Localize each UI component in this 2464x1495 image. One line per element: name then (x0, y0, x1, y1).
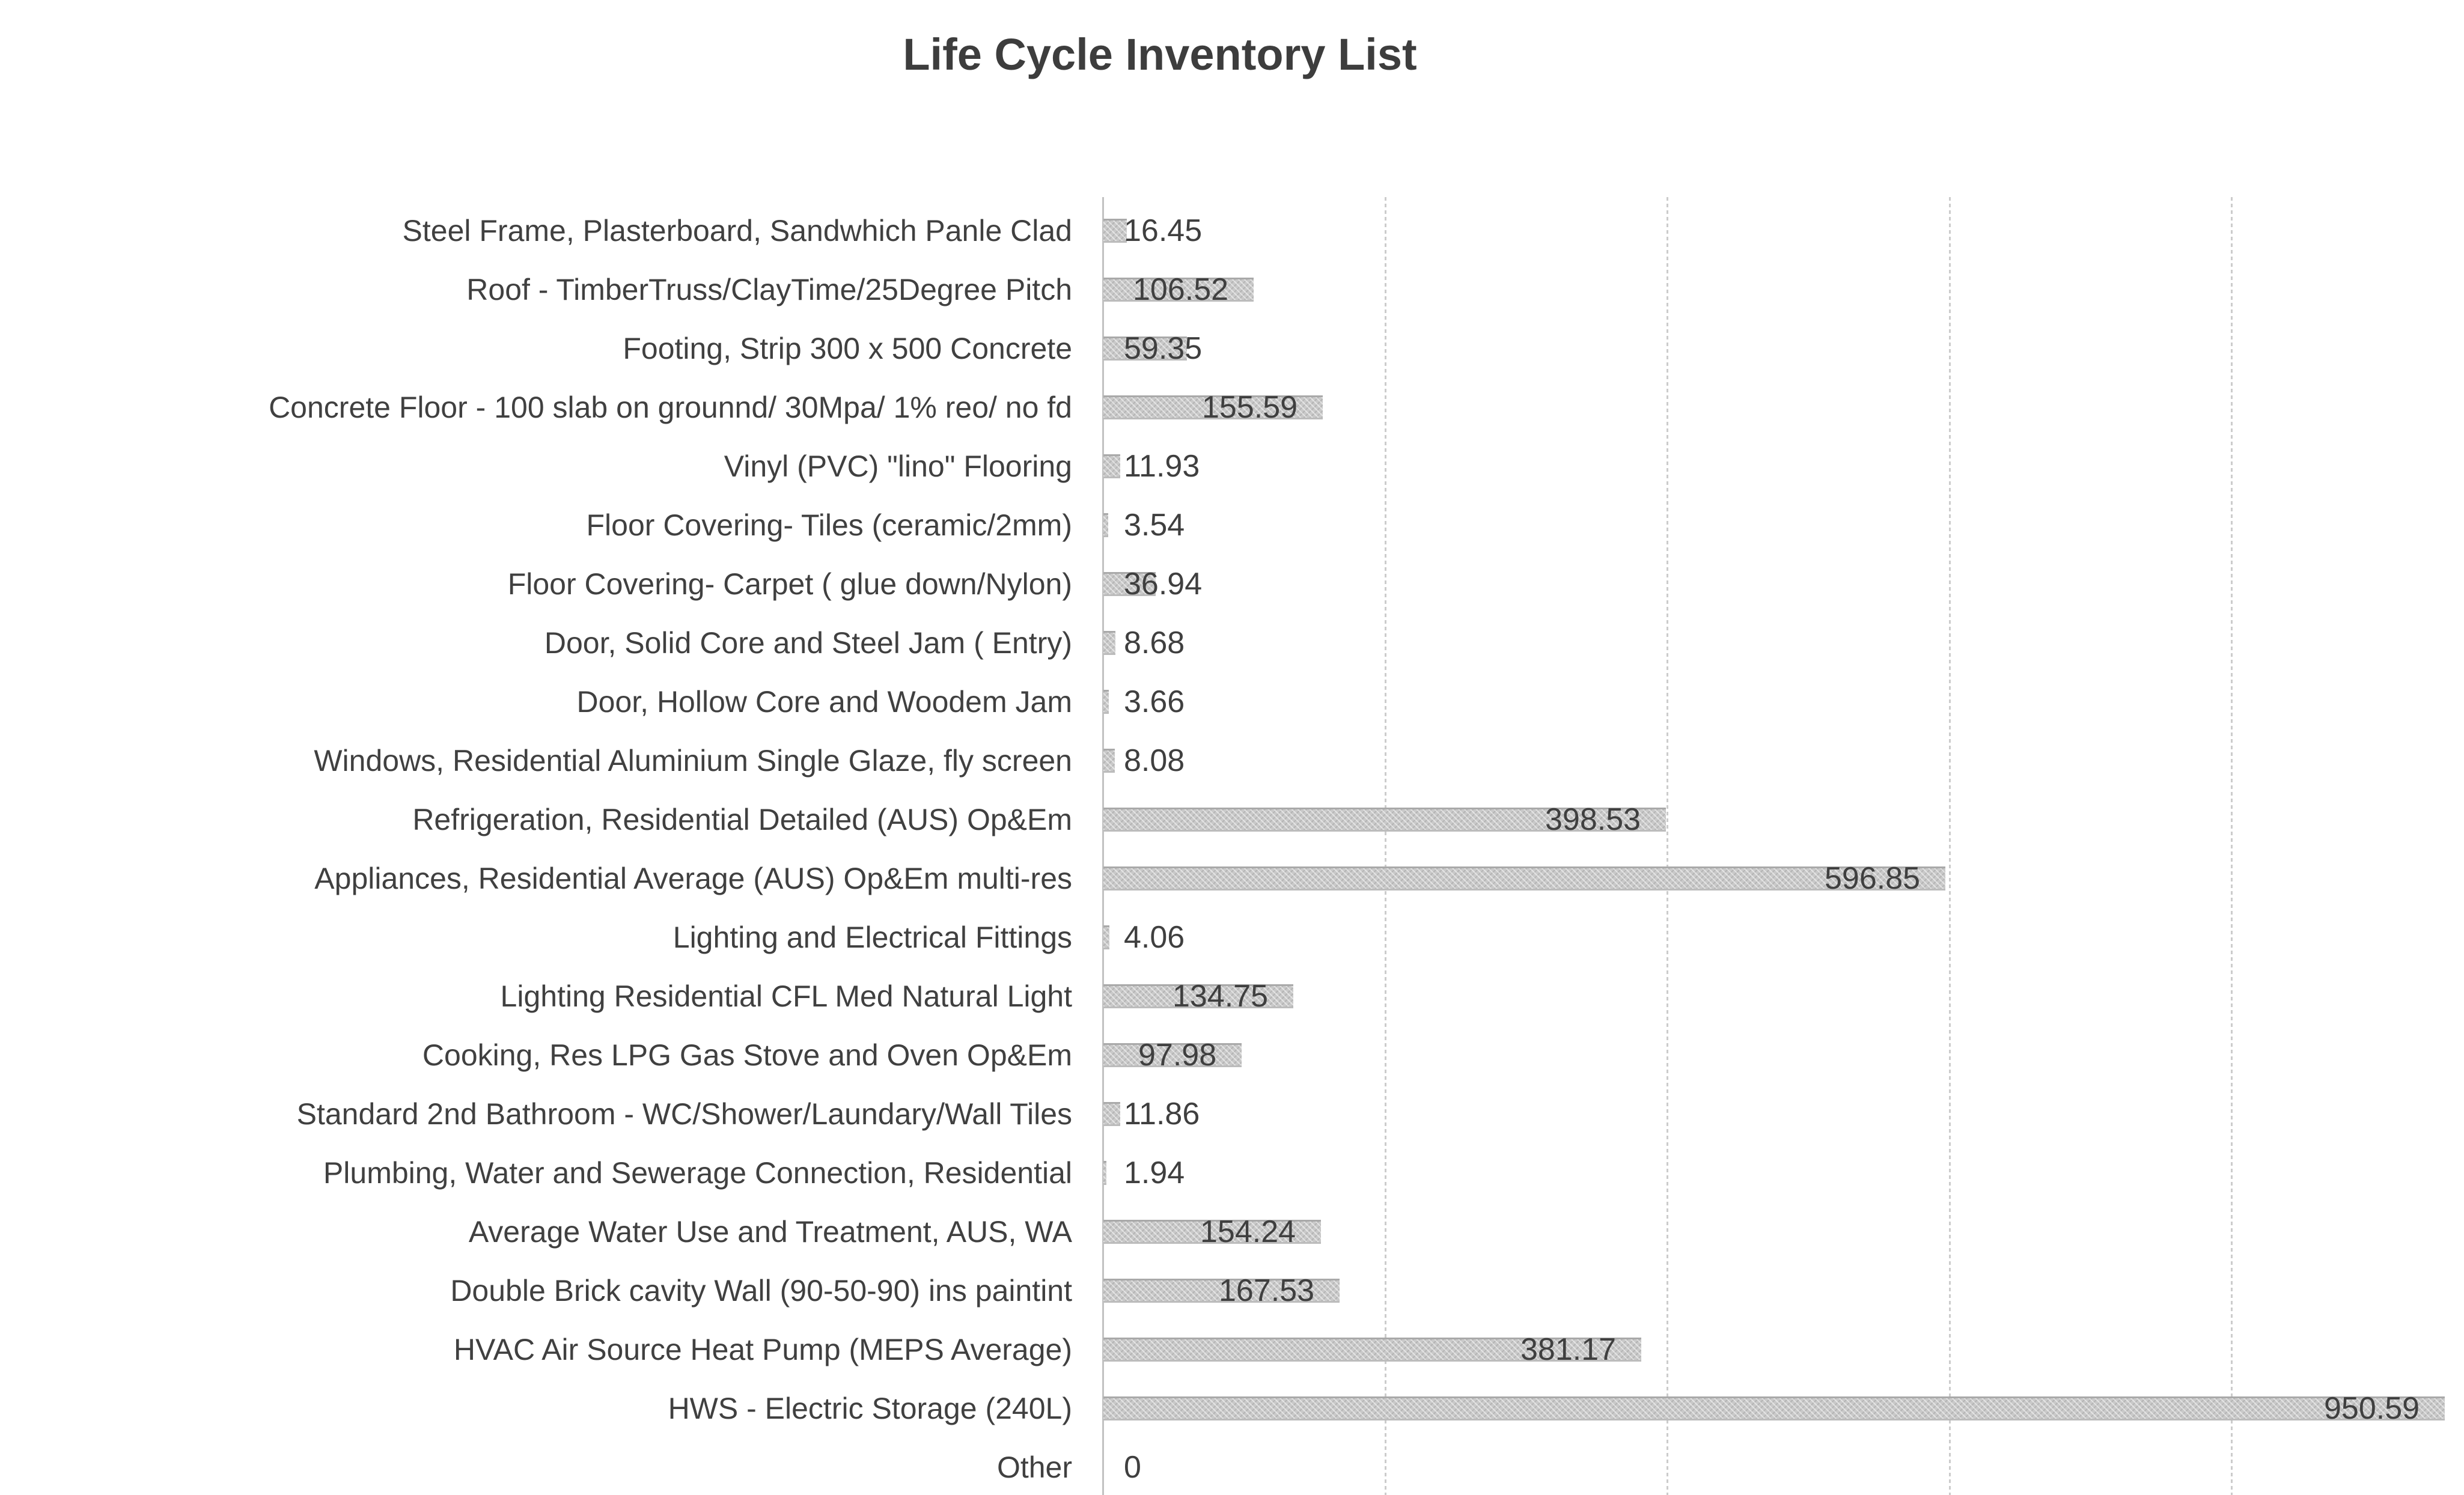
gridline (1667, 197, 1669, 1495)
bar (1103, 1396, 2445, 1420)
category-label: Floor Covering- Carpet ( glue down/Nylon… (507, 567, 1072, 601)
category-label: Windows, Residential Aluminium Single Gl… (314, 744, 1072, 778)
category-label: Cooking, Res LPG Gas Stove and Oven Op&E… (422, 1038, 1072, 1072)
bar (1103, 572, 1156, 596)
category-label: Lighting Residential CFL Med Natural Lig… (500, 979, 1072, 1013)
value-label: 3.66 (1124, 684, 1185, 719)
value-label: 4.06 (1124, 920, 1185, 955)
value-label: 11.86 (1124, 1097, 1200, 1131)
category-axis-line (1102, 197, 1104, 1495)
bar (1103, 749, 1115, 773)
bar (1103, 1102, 1120, 1126)
value-label: 398.53 (1545, 802, 1641, 837)
value-label: 1.94 (1124, 1156, 1185, 1190)
category-label: Appliances, Residential Average (AUS) Op… (314, 862, 1072, 895)
chart-title: Life Cycle Inventory List (903, 29, 1417, 79)
value-label: 97.98 (1138, 1038, 1217, 1073)
category-label: Standard 2nd Bathroom - WC/Shower/Launda… (296, 1097, 1072, 1131)
category-label: Lighting and Electrical Fittings (672, 921, 1072, 954)
category-label: HWS - Electric Storage (240L) (668, 1392, 1072, 1425)
value-label: 950.59 (2324, 1391, 2420, 1426)
category-label: HVAC Air Source Heat Pump (MEPS Average) (453, 1333, 1072, 1366)
bar (1103, 631, 1115, 655)
category-label: Plumbing, Water and Sewerage Connection,… (323, 1156, 1072, 1190)
category-label: Footing, Strip 300 x 500 Concrete (623, 332, 1072, 365)
category-label: Door, Hollow Core and Woodem Jam (576, 685, 1072, 719)
value-label: 36.94 (1124, 567, 1203, 601)
category-label: Double Brick cavity Wall (90-50-90) ins … (450, 1274, 1072, 1308)
value-label: 16.45 (1124, 213, 1203, 248)
category-label: Other (996, 1451, 1072, 1484)
category-label: Roof - TimberTruss/ClayTime/25Degree Pit… (466, 273, 1072, 306)
bar (1103, 1161, 1106, 1185)
gridline (2231, 197, 2233, 1495)
value-label: 11.93 (1124, 449, 1200, 484)
value-label: 154.24 (1200, 1214, 1296, 1249)
bar (1103, 278, 1254, 302)
value-label: 134.75 (1173, 979, 1269, 1014)
category-label: Floor Covering- Tiles (ceramic/2mm) (586, 508, 1072, 542)
value-label: 106.52 (1133, 272, 1229, 307)
gridline (1948, 197, 1951, 1495)
bar (1103, 808, 1666, 832)
value-label: 3.54 (1124, 508, 1185, 543)
bar (1103, 866, 1945, 891)
bar (1103, 1043, 1242, 1067)
category-label: Vinyl (PVC) "lino" Flooring (724, 449, 1072, 483)
category-label: Door, Solid Core and Steel Jam ( Entry) (544, 626, 1072, 660)
value-label: 8.68 (1124, 626, 1185, 660)
bar (1103, 336, 1187, 361)
category-label: Concrete Floor - 100 slab on grounnd/ 30… (269, 391, 1072, 424)
category-label: Steel Frame, Plasterboard, Sandwhich Pan… (402, 214, 1072, 248)
value-label: 0 (1124, 1450, 1141, 1485)
value-label: 155.59 (1202, 390, 1298, 425)
value-label: 381.17 (1520, 1332, 1617, 1367)
bar (1103, 454, 1120, 478)
bar (1103, 925, 1109, 949)
value-label: 59.35 (1124, 331, 1203, 366)
value-label: 167.53 (1219, 1273, 1315, 1308)
bar (1103, 513, 1108, 537)
bar (1103, 1279, 1340, 1303)
category-label: Refrigeration, Residential Detailed (AUS… (412, 803, 1072, 836)
bar (1103, 1220, 1321, 1244)
value-label: 8.08 (1124, 743, 1185, 778)
bar (1103, 1338, 1641, 1362)
bar (1103, 690, 1109, 714)
bar (1103, 984, 1293, 1008)
bar (1103, 395, 1323, 419)
gridline (1384, 197, 1386, 1495)
category-label: Average Water Use and Treatment, AUS, WA (468, 1215, 1072, 1249)
bar (1103, 219, 1127, 243)
value-label: 596.85 (1825, 861, 1921, 896)
